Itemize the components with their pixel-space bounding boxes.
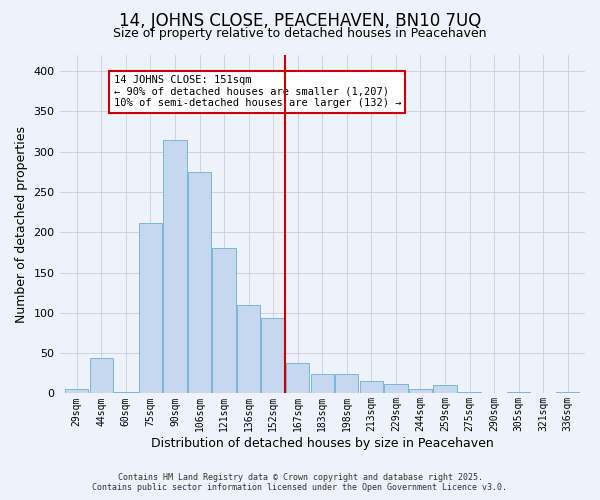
Bar	[237, 305, 260, 394]
Bar	[262, 318, 285, 394]
Bar	[212, 248, 236, 394]
Bar	[458, 392, 481, 394]
Bar	[89, 358, 113, 394]
Bar	[114, 392, 137, 394]
Bar	[360, 382, 383, 394]
Bar	[433, 386, 457, 394]
Text: Contains HM Land Registry data © Crown copyright and database right 2025.
Contai: Contains HM Land Registry data © Crown c…	[92, 473, 508, 492]
Bar	[188, 172, 211, 394]
Bar	[507, 392, 530, 394]
Bar	[65, 390, 88, 394]
Bar	[163, 140, 187, 394]
Text: 14, JOHNS CLOSE, PEACEHAVEN, BN10 7UQ: 14, JOHNS CLOSE, PEACEHAVEN, BN10 7UQ	[119, 12, 481, 30]
Bar	[384, 384, 407, 394]
Bar	[286, 363, 310, 394]
Bar	[311, 374, 334, 394]
Text: 14 JOHNS CLOSE: 151sqm
← 90% of detached houses are smaller (1,207)
10% of semi-: 14 JOHNS CLOSE: 151sqm ← 90% of detached…	[113, 75, 401, 108]
Y-axis label: Number of detached properties: Number of detached properties	[15, 126, 28, 322]
Bar	[409, 390, 432, 394]
Bar	[139, 222, 162, 394]
Text: Size of property relative to detached houses in Peacehaven: Size of property relative to detached ho…	[113, 28, 487, 40]
Bar	[335, 374, 358, 394]
Bar	[556, 392, 580, 394]
X-axis label: Distribution of detached houses by size in Peacehaven: Distribution of detached houses by size …	[151, 437, 494, 450]
